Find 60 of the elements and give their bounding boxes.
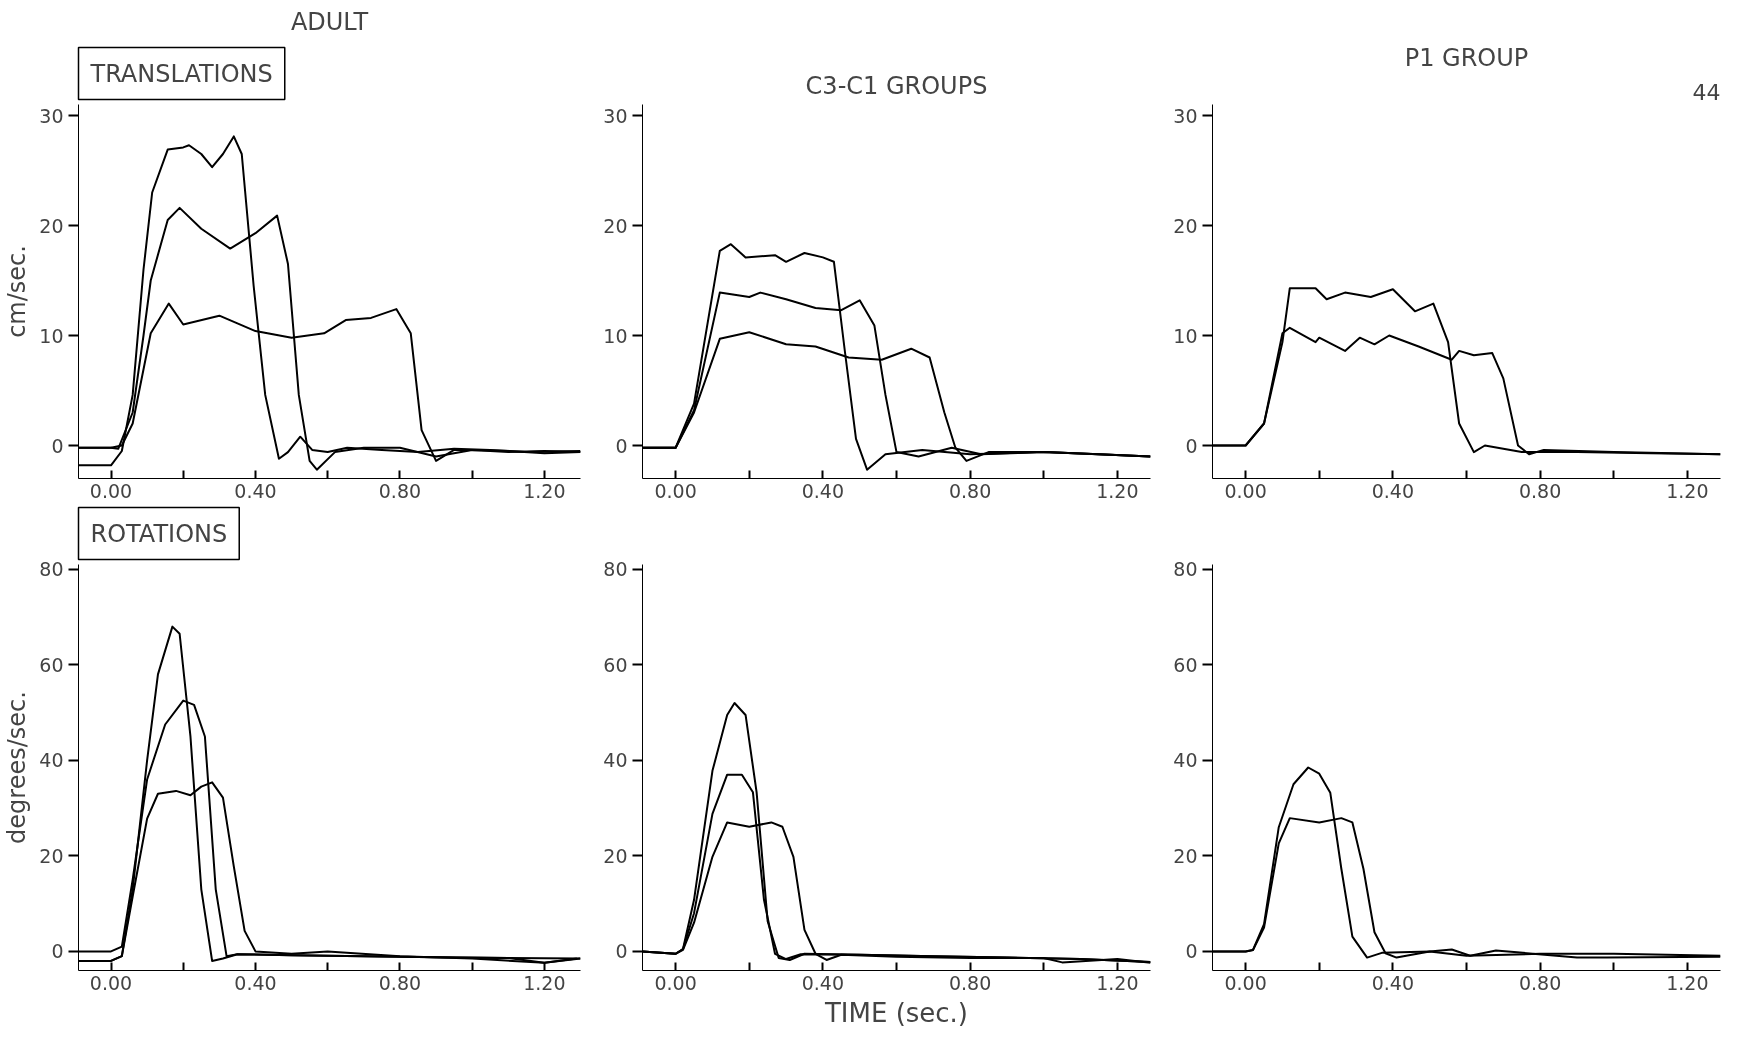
x-tick-label: 0.40	[801, 479, 845, 502]
y-tick-label: 80	[603, 558, 628, 581]
y-tick-label: 20	[1173, 844, 1198, 867]
x-tick-label: 0.00	[654, 971, 697, 994]
y-tick-label: 0	[615, 940, 628, 963]
text: TRANSLATIONS	[89, 59, 273, 88]
x-tick-label: 1.20	[1666, 971, 1709, 994]
x-tick-label: 0.40	[234, 971, 277, 994]
y-tick-label: 20	[39, 844, 64, 867]
y-tick-label: 20	[39, 214, 64, 237]
y-tick-label: 20	[603, 214, 628, 237]
y-tick-label: 30	[603, 104, 628, 127]
x-tick-label: 0.80	[948, 479, 992, 502]
y-axis-title: cm/sec.	[3, 245, 32, 338]
text: ROTATIONS	[90, 519, 228, 548]
x-tick-label: 0.00	[89, 479, 133, 502]
y-tick-label: 0	[51, 434, 64, 457]
x-tick-label: 0.00	[654, 479, 697, 502]
y-tick-label: 80	[39, 558, 64, 581]
x-tick-label: 1.20	[523, 971, 566, 994]
x-tick-label: 0.00	[1224, 479, 1267, 502]
y-tick-label: 0	[615, 434, 628, 457]
y-tick-label: 30	[39, 104, 64, 127]
y-tick-label: 20	[603, 844, 628, 867]
y-tick-label: 60	[1173, 653, 1198, 676]
x-tick-label: 0.80	[1518, 479, 1562, 502]
y-tick-label: 60	[603, 653, 628, 676]
y-tick-label: 20	[1173, 214, 1198, 237]
x-tick-label: 0.40	[1371, 971, 1415, 994]
x-tick-label: 0.40	[1371, 479, 1415, 502]
x-tick-label: 1.20	[1666, 479, 1709, 502]
y-tick-label: 10	[603, 324, 628, 347]
x-tick-label: 1.20	[1096, 479, 1139, 502]
chart-title: C3-C1 GROUPS	[805, 71, 988, 100]
y-axis-title: degrees/sec.	[3, 691, 32, 844]
annotation: 44	[1692, 79, 1721, 105]
y-tick-label: 10	[1173, 324, 1198, 347]
y-tick-label: 30	[1173, 104, 1198, 127]
chart-title: ADULT	[290, 7, 369, 36]
x-tick-label: 1.20	[523, 479, 566, 502]
x-tick-label: 1.20	[1096, 971, 1139, 994]
y-tick-label: 60	[39, 653, 64, 676]
x-tick-label: 0.00	[89, 971, 133, 994]
x-tick-label: 0.80	[378, 971, 422, 994]
x-tick-label: 0.00	[1224, 971, 1267, 994]
y-tick-label: 0	[51, 940, 64, 963]
x-tick-label: 0.80	[948, 971, 992, 994]
y-tick-label: 40	[603, 749, 628, 772]
y-tick-label: 10	[39, 324, 64, 347]
x-tick-label: 0.40	[234, 479, 277, 502]
y-tick-label: 0	[1185, 940, 1198, 963]
x-tick-label: 0.40	[801, 971, 845, 994]
y-tick-label: 80	[1173, 558, 1198, 581]
chart-title: P1 GROUP	[1404, 43, 1529, 72]
x-tick-label: 0.80	[378, 479, 422, 502]
y-tick-label: 40	[39, 749, 64, 772]
y-tick-label: 40	[1173, 749, 1198, 772]
y-tick-label: 0	[1185, 434, 1198, 457]
x-tick-label: 0.80	[1518, 971, 1562, 994]
x-axis-title: TIME (sec.)	[823, 997, 969, 1028]
